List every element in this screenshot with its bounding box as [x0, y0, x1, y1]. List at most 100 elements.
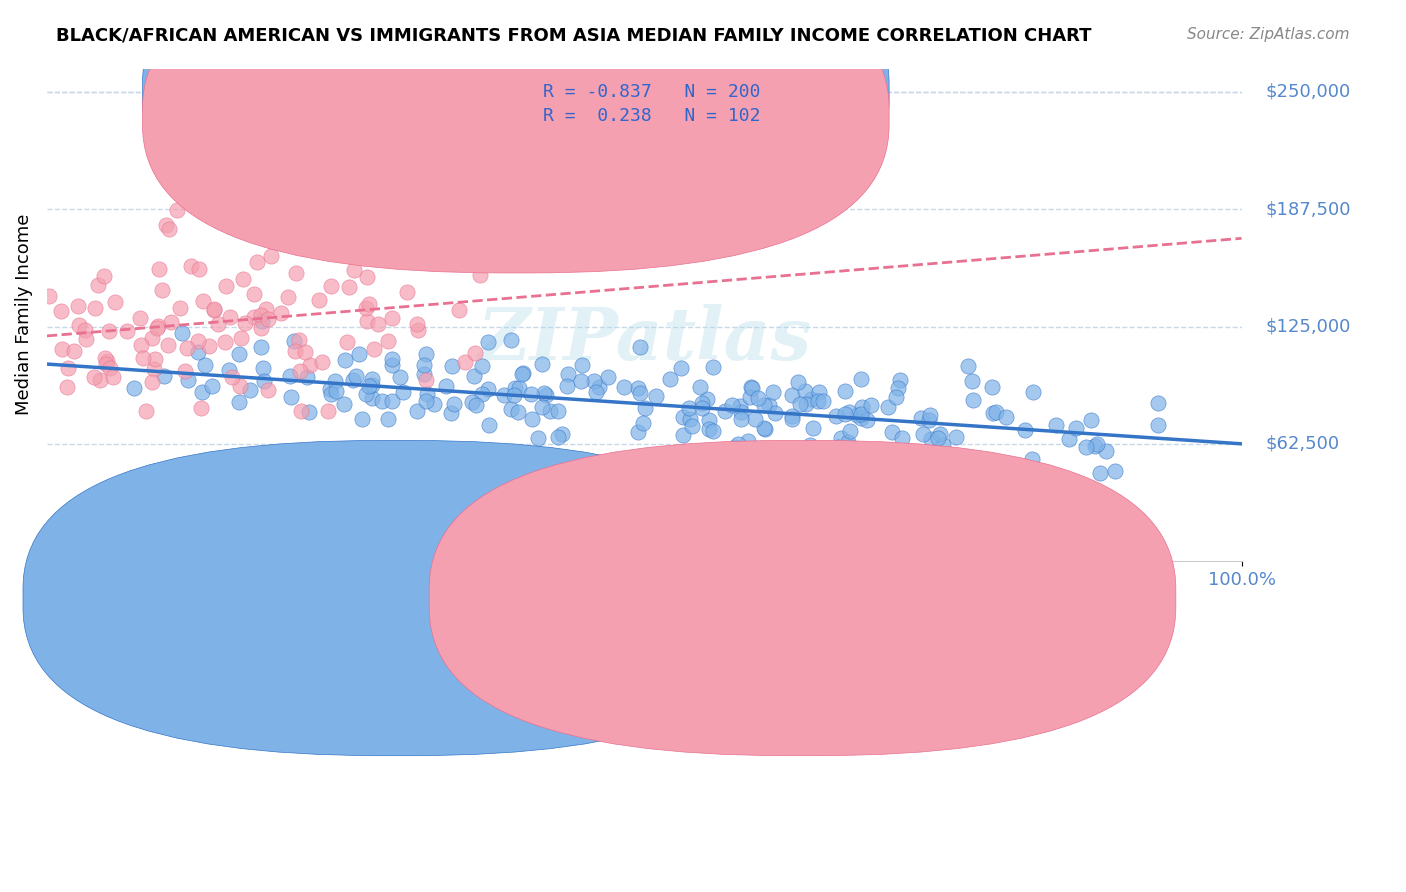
Point [67, 318, 90, 333]
Text: ZIPatlas: ZIPatlas [477, 304, 811, 375]
Point [672, 409, 695, 424]
Point [254, 301, 277, 316]
Point [436, 378, 458, 392]
Point [148, 262, 170, 277]
Point [395, 285, 418, 300]
Point [527, 431, 550, 445]
Point [837, 434, 859, 449]
Point [945, 430, 967, 444]
Point [143, 362, 166, 376]
Point [807, 393, 830, 408]
Point [157, 222, 180, 236]
Point [454, 355, 477, 369]
Point [744, 412, 766, 426]
Point [508, 381, 530, 395]
Point [257, 383, 280, 397]
Point [38, 289, 60, 303]
Text: Blacks/African Americans: Blacks/African Americans [387, 587, 614, 605]
Point [141, 376, 163, 390]
Point [359, 379, 381, 393]
Point [342, 373, 364, 387]
Point [270, 306, 292, 320]
Point [94, 351, 117, 365]
Point [557, 367, 579, 381]
Point [1045, 418, 1067, 433]
Point [180, 259, 202, 273]
Point [295, 369, 318, 384]
Point [190, 401, 212, 415]
Point [789, 397, 811, 411]
Point [221, 369, 243, 384]
Point [786, 375, 808, 389]
Point [284, 343, 307, 358]
Point [754, 422, 776, 436]
Point [202, 303, 225, 318]
Point [741, 381, 763, 395]
Point [813, 394, 835, 409]
Point [678, 401, 700, 415]
Point [135, 404, 157, 418]
Point [83, 370, 105, 384]
Point [538, 404, 561, 418]
Point [890, 432, 912, 446]
Point [555, 379, 578, 393]
Point [747, 392, 769, 406]
Point [672, 428, 695, 442]
Point [146, 321, 169, 335]
Point [984, 405, 1007, 419]
Point [98, 324, 121, 338]
Point [714, 403, 737, 417]
Point [780, 409, 803, 423]
Point [506, 405, 529, 419]
Point [406, 317, 429, 331]
Point [215, 278, 238, 293]
Point [477, 383, 499, 397]
Point [807, 384, 830, 399]
Point [231, 331, 253, 345]
Point [170, 326, 193, 340]
Point [534, 388, 557, 402]
Point [697, 413, 720, 427]
Point [150, 283, 173, 297]
Point [218, 363, 240, 377]
Point [838, 404, 860, 418]
Point [533, 386, 555, 401]
Point [89, 373, 111, 387]
Point [75, 323, 97, 337]
Point [547, 430, 569, 444]
Point [278, 368, 301, 383]
Point [1085, 437, 1108, 451]
Point [505, 381, 527, 395]
Point [381, 311, 404, 326]
Point [146, 319, 169, 334]
Point [889, 373, 911, 387]
Point [153, 369, 176, 384]
Point [288, 364, 311, 378]
Point [415, 394, 437, 409]
Point [1080, 413, 1102, 427]
Point [232, 272, 254, 286]
Point [423, 397, 446, 411]
Point [981, 406, 1004, 420]
Point [187, 345, 209, 359]
Text: $125,000: $125,000 [1265, 318, 1351, 335]
Point [377, 411, 399, 425]
Point [405, 404, 427, 418]
Point [239, 383, 262, 397]
Point [681, 418, 703, 433]
Point [380, 351, 402, 366]
Point [692, 396, 714, 410]
Point [598, 370, 620, 384]
Point [530, 400, 553, 414]
Point [856, 413, 879, 427]
Point [361, 372, 384, 386]
Point [583, 374, 606, 388]
Point [93, 269, 115, 284]
Point [830, 432, 852, 446]
Point [323, 375, 346, 389]
Point [124, 381, 146, 395]
Point [325, 384, 347, 399]
Point [319, 279, 342, 293]
Point [56, 380, 79, 394]
Point [851, 410, 873, 425]
